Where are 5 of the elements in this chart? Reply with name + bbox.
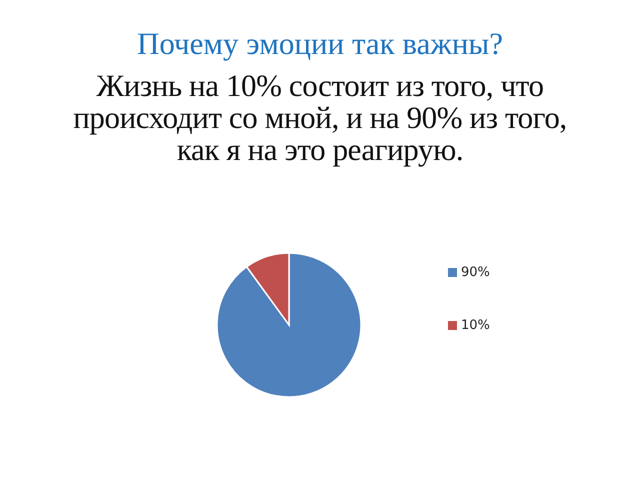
legend-label: 90% <box>461 265 490 280</box>
chart-subtitle: Жизнь на 10% состоит из того, что происходит со мной, и на 90% из того, как я на это реагирую. <box>72 68 568 167</box>
pie-slice <box>216 252 362 398</box>
chart-title: Почему эмоции так важны? <box>136 25 504 63</box>
legend-label: 10% <box>461 318 490 333</box>
